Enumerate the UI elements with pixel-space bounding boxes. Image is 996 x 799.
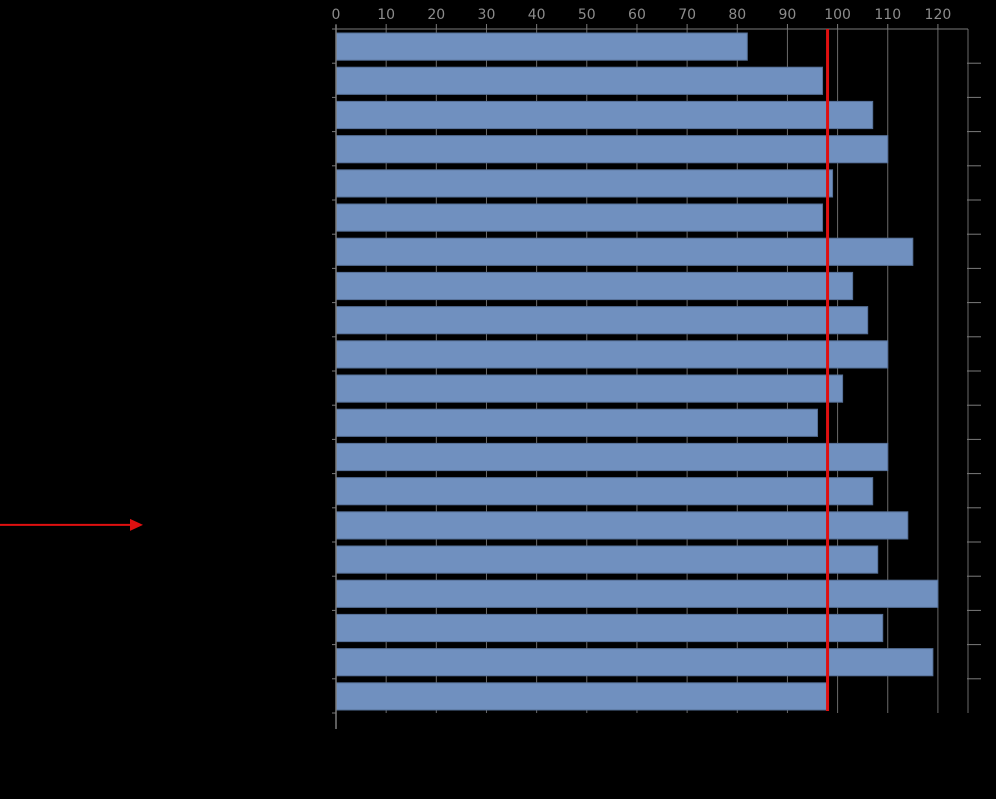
x-tick-label: 110 xyxy=(874,7,901,23)
x-tick-label: 120 xyxy=(925,7,952,23)
bar xyxy=(335,237,914,266)
bar xyxy=(335,340,889,369)
x-tick-label: 40 xyxy=(528,7,546,23)
bar xyxy=(335,613,884,643)
bar xyxy=(335,32,748,61)
bar xyxy=(335,477,874,506)
bar xyxy=(335,135,889,164)
bar xyxy=(335,374,844,403)
x-tick-label: 80 xyxy=(728,7,746,23)
x-tick-label: 0 xyxy=(332,7,341,23)
bar xyxy=(335,100,874,130)
bar xyxy=(335,648,934,677)
bar xyxy=(335,169,834,198)
bar xyxy=(335,682,829,711)
bar xyxy=(335,442,889,472)
x-tick-label: 10 xyxy=(377,7,395,23)
x-tick-label: 70 xyxy=(678,7,696,23)
x-tick-label: 60 xyxy=(628,7,646,23)
bar xyxy=(335,203,824,232)
x-tick-label: 30 xyxy=(478,7,496,23)
bar xyxy=(335,545,879,574)
bar xyxy=(335,579,939,608)
x-tick-label: 50 xyxy=(578,7,596,23)
bar xyxy=(335,511,909,540)
bar xyxy=(335,271,854,301)
x-tick-label: 90 xyxy=(779,7,797,23)
bar xyxy=(335,306,869,335)
pointer-arrow-head xyxy=(130,518,143,531)
bar xyxy=(335,408,819,437)
x-tick-label: 100 xyxy=(824,7,851,23)
bar xyxy=(335,66,824,95)
x-tick-label: 20 xyxy=(427,7,445,23)
